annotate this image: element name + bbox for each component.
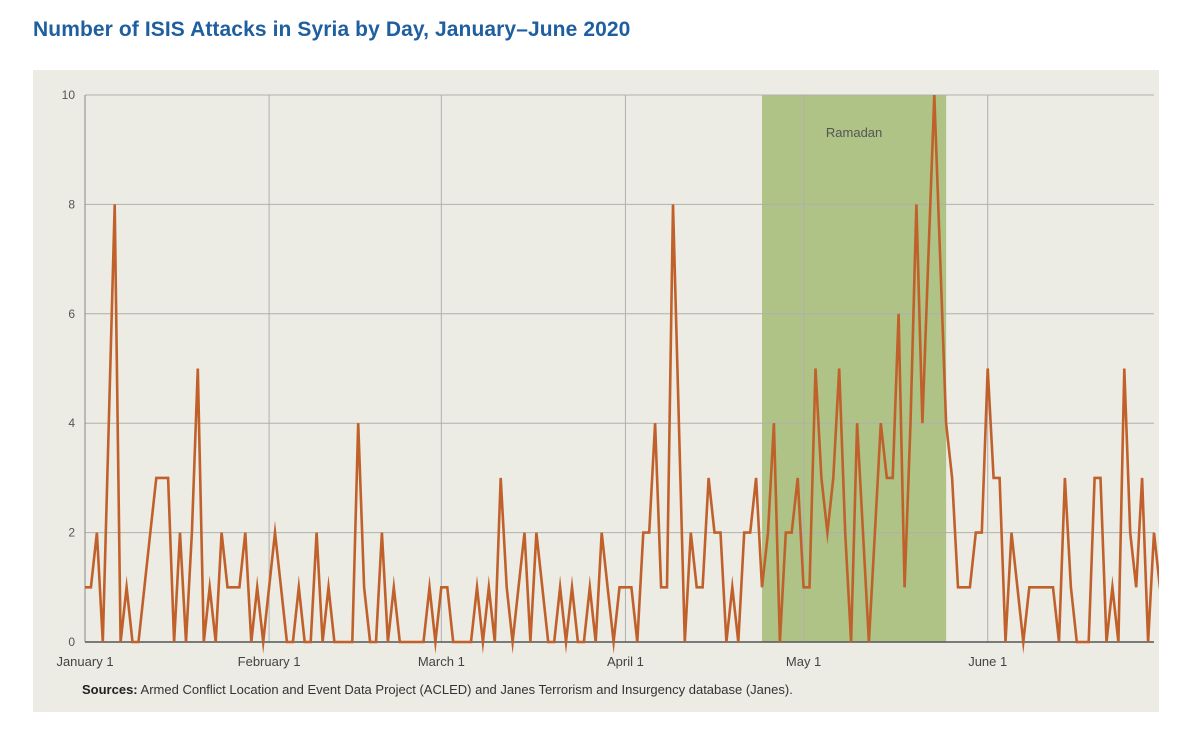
x-tick-label: April 1 bbox=[607, 654, 644, 669]
x-tick-label: February 1 bbox=[238, 654, 301, 669]
x-tick-label: January 1 bbox=[56, 654, 113, 669]
chart-title: Number of ISIS Attacks in Syria by Day, … bbox=[33, 18, 631, 41]
x-tick-label: June 1 bbox=[968, 654, 1007, 669]
y-tick-label: 4 bbox=[68, 416, 75, 430]
y-tick-label: 8 bbox=[68, 197, 75, 211]
y-tick-label: 0 bbox=[68, 635, 75, 649]
ramadan-label: Ramadan bbox=[826, 125, 882, 140]
source-note: Sources: Armed Conflict Location and Eve… bbox=[82, 682, 793, 697]
chart-panel: Ramadan 0 2 4 6 8 10 January 1 February 1 March 1… bbox=[33, 70, 1159, 712]
y-tick-label: 10 bbox=[62, 88, 76, 102]
source-label: Sources: bbox=[82, 682, 138, 697]
x-tick-label: May 1 bbox=[786, 654, 821, 669]
source-text: Armed Conflict Location and Event Data P… bbox=[140, 682, 793, 697]
line-chart: Ramadan 0 2 4 6 8 10 January 1 February 1 March 1… bbox=[56, 88, 1159, 669]
y-tick-label: 2 bbox=[68, 526, 75, 540]
y-tick-label: 6 bbox=[68, 307, 75, 321]
series-line bbox=[85, 94, 1159, 655]
x-tick-label: March 1 bbox=[418, 654, 465, 669]
